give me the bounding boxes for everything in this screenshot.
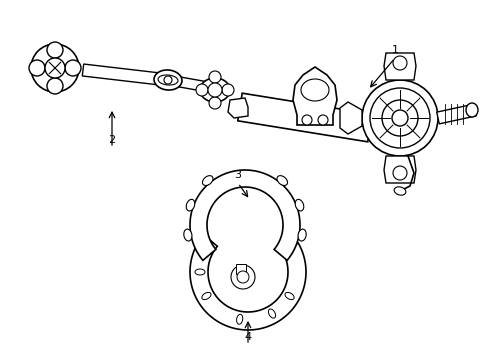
- Circle shape: [45, 58, 65, 78]
- Polygon shape: [179, 77, 209, 92]
- Ellipse shape: [202, 176, 213, 185]
- Circle shape: [65, 60, 81, 76]
- Circle shape: [302, 115, 312, 125]
- Ellipse shape: [202, 292, 211, 300]
- Circle shape: [392, 110, 408, 126]
- Circle shape: [382, 100, 418, 136]
- Ellipse shape: [195, 269, 205, 275]
- Circle shape: [362, 80, 438, 156]
- Circle shape: [196, 84, 208, 96]
- Text: 4: 4: [245, 332, 251, 342]
- Polygon shape: [82, 64, 161, 85]
- Circle shape: [370, 88, 430, 148]
- Circle shape: [393, 56, 407, 70]
- Ellipse shape: [394, 187, 406, 195]
- Circle shape: [209, 71, 221, 83]
- Ellipse shape: [277, 176, 288, 185]
- Polygon shape: [437, 104, 476, 124]
- Polygon shape: [384, 156, 416, 183]
- Circle shape: [208, 83, 222, 97]
- Ellipse shape: [186, 199, 195, 211]
- Polygon shape: [190, 235, 306, 330]
- Text: 3: 3: [235, 170, 242, 180]
- Circle shape: [231, 265, 255, 289]
- Polygon shape: [293, 67, 337, 125]
- Ellipse shape: [301, 79, 329, 101]
- Ellipse shape: [158, 75, 178, 85]
- Polygon shape: [190, 170, 300, 260]
- Ellipse shape: [466, 103, 478, 117]
- Circle shape: [47, 42, 63, 58]
- Polygon shape: [384, 53, 416, 80]
- Circle shape: [164, 76, 172, 84]
- Circle shape: [209, 97, 221, 109]
- Ellipse shape: [295, 199, 304, 211]
- Circle shape: [237, 271, 249, 283]
- Circle shape: [222, 84, 234, 96]
- Ellipse shape: [200, 78, 230, 102]
- Polygon shape: [238, 93, 372, 142]
- Ellipse shape: [154, 70, 182, 90]
- Ellipse shape: [269, 309, 275, 318]
- Ellipse shape: [184, 229, 192, 241]
- Polygon shape: [340, 102, 362, 134]
- Circle shape: [47, 78, 63, 94]
- Circle shape: [318, 115, 328, 125]
- Text: 2: 2: [108, 135, 116, 145]
- Text: 1: 1: [392, 45, 398, 55]
- Polygon shape: [236, 264, 246, 274]
- Circle shape: [29, 60, 45, 76]
- Ellipse shape: [237, 314, 243, 324]
- Ellipse shape: [285, 292, 294, 300]
- Polygon shape: [228, 98, 248, 118]
- Circle shape: [393, 166, 407, 180]
- Circle shape: [31, 44, 79, 92]
- Ellipse shape: [298, 229, 306, 241]
